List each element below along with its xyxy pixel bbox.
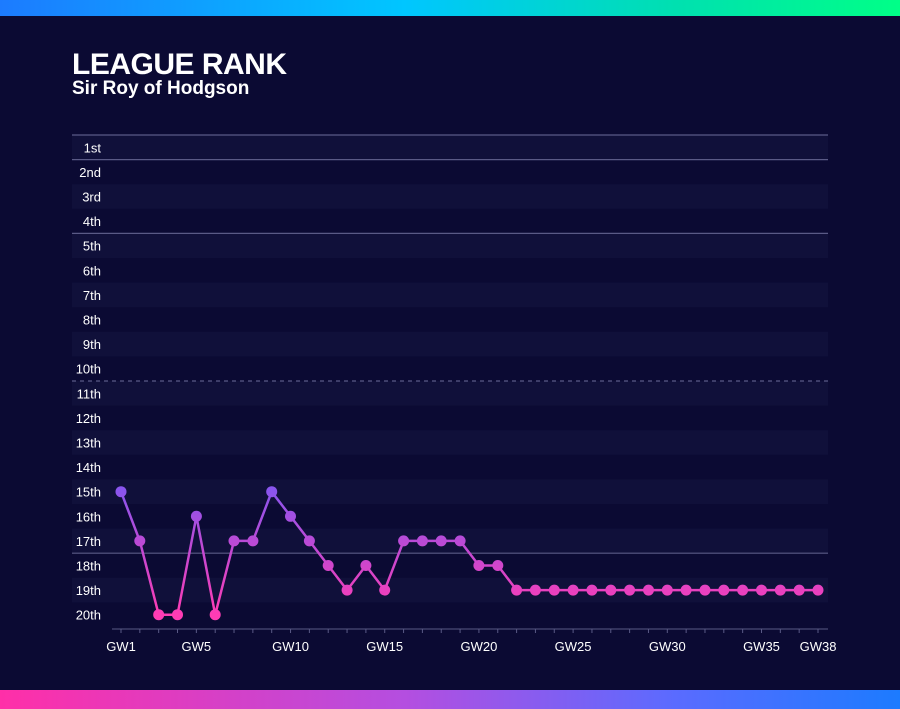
y-tick-label: 12th — [76, 411, 101, 426]
rank-point[interactable] — [492, 560, 504, 571]
rank-point[interactable] — [209, 609, 221, 621]
rank-point[interactable] — [398, 535, 410, 547]
bottom-gradient-bar — [0, 690, 900, 709]
rank-point[interactable] — [473, 560, 485, 571]
rank-point[interactable] — [624, 584, 636, 596]
x-tick-label: GW35 — [743, 639, 780, 654]
y-tick-label: 14th — [76, 460, 101, 475]
rank-band — [72, 331, 828, 357]
top-gradient-bar — [0, 0, 900, 16]
x-tick-label: GW1 — [106, 639, 136, 654]
x-tick-label: GW20 — [460, 639, 497, 654]
rank-point[interactable] — [228, 535, 240, 547]
rank-point[interactable] — [153, 609, 165, 621]
rank-band — [72, 430, 828, 455]
rank-point[interactable] — [303, 535, 315, 547]
rank-point[interactable] — [511, 584, 523, 596]
rank-point[interactable] — [774, 584, 786, 596]
x-tick-label: GW30 — [649, 639, 686, 654]
rank-band — [72, 479, 828, 504]
chart-title: LEAGUE RANK — [72, 48, 287, 81]
chart-subtitle: Sir Roy of Hodgson — [72, 78, 250, 99]
y-tick-label: 7th — [83, 288, 101, 303]
x-tick-label: GW38 — [800, 639, 837, 654]
rank-band — [72, 233, 828, 258]
rank-point[interactable] — [737, 584, 749, 596]
rank-point[interactable] — [567, 584, 579, 596]
rank-point[interactable] — [793, 584, 805, 596]
rank-point[interactable] — [285, 510, 296, 522]
y-tick-label: 10th — [76, 362, 101, 377]
y-tick-label: 2nd — [79, 165, 101, 180]
rank-point[interactable] — [379, 584, 391, 596]
rank-point[interactable] — [718, 584, 730, 596]
rank-point[interactable] — [172, 609, 183, 621]
rank-point[interactable] — [699, 584, 711, 596]
rank-point[interactable] — [812, 584, 824, 596]
y-tick-label: 18th — [76, 559, 101, 574]
rank-band — [72, 381, 828, 406]
rank-point[interactable] — [548, 584, 560, 596]
y-tick-label: 19th — [76, 583, 101, 598]
rank-point[interactable] — [115, 486, 127, 498]
rank-band — [72, 184, 828, 209]
rank-point[interactable] — [529, 584, 541, 596]
rank-point[interactable] — [247, 535, 259, 547]
x-tick-label: GW5 — [182, 639, 212, 654]
y-tick-label: 17th — [76, 534, 101, 549]
rank-point[interactable] — [643, 584, 654, 596]
rank-point[interactable] — [586, 584, 598, 596]
rank-band — [72, 135, 828, 160]
rank-point[interactable] — [454, 535, 466, 547]
x-tick-label: GW10 — [272, 639, 309, 654]
rank-point[interactable] — [266, 486, 278, 498]
y-tick-label: 3rd — [82, 190, 101, 205]
rank-point[interactable] — [134, 535, 146, 547]
y-tick-label: 16th — [76, 509, 101, 524]
rank-point[interactable] — [341, 584, 353, 596]
y-tick-label: 8th — [83, 313, 101, 328]
y-tick-label: 13th — [76, 436, 101, 451]
y-tick-label: 6th — [83, 263, 101, 278]
y-tick-label: 1st — [84, 140, 102, 155]
rank-point[interactable] — [190, 510, 202, 522]
rank-point[interactable] — [680, 584, 692, 596]
y-tick-label: 20th — [76, 608, 101, 623]
y-tick-label: 9th — [83, 337, 101, 352]
rank-point[interactable] — [661, 584, 673, 596]
rank-point[interactable] — [360, 560, 372, 571]
y-tick-label: 15th — [76, 485, 101, 500]
rank-point[interactable] — [322, 560, 334, 571]
y-tick-label: 4th — [83, 214, 101, 229]
y-tick-label: 5th — [83, 239, 101, 254]
y-tick-label: 11th — [77, 386, 101, 401]
x-tick-label: GW15 — [366, 639, 403, 654]
rank-band — [72, 282, 828, 308]
rank-point[interactable] — [416, 535, 428, 547]
rank-point[interactable] — [435, 535, 447, 547]
rank-point[interactable] — [605, 584, 617, 596]
x-tick-label: GW25 — [555, 639, 592, 654]
rank-point[interactable] — [756, 584, 767, 596]
